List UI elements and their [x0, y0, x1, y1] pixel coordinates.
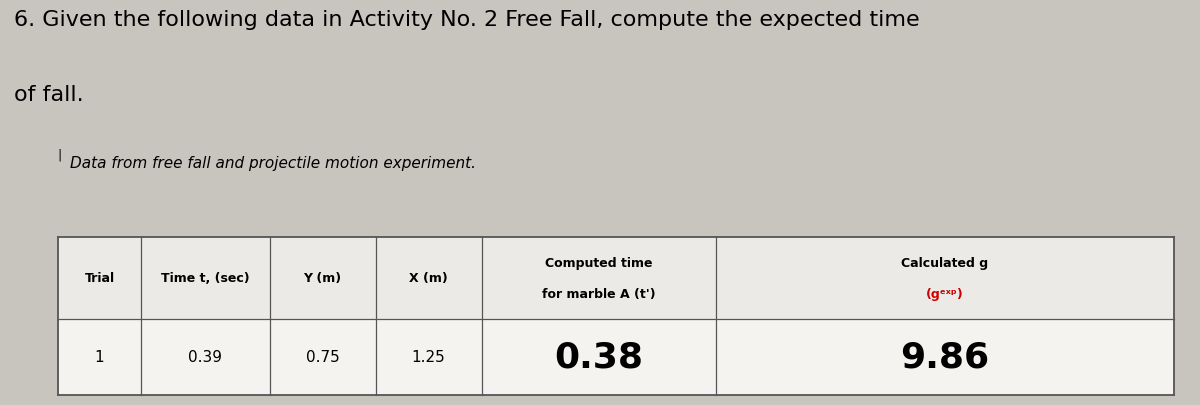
Text: 1.25: 1.25	[412, 350, 445, 364]
Text: 0.38: 0.38	[554, 340, 643, 374]
Text: (gᵉˣᵖ): (gᵉˣᵖ)	[926, 287, 964, 300]
Text: Calculated g: Calculated g	[901, 256, 989, 269]
Text: X (m): X (m)	[409, 271, 448, 284]
Text: 6. Given the following data in Activity No. 2 Free Fall, compute the expected ti: 6. Given the following data in Activity …	[14, 10, 920, 30]
Text: 9.86: 9.86	[900, 340, 989, 374]
Text: Time t, (sec): Time t, (sec)	[161, 271, 250, 284]
Text: Computed time: Computed time	[545, 256, 653, 269]
Text: for marble A (t'): for marble A (t')	[542, 287, 655, 300]
Text: 0.75: 0.75	[306, 350, 340, 364]
Text: 1: 1	[95, 350, 104, 364]
Text: Y (m): Y (m)	[304, 271, 342, 284]
Text: Trial: Trial	[84, 271, 114, 284]
Text: |: |	[58, 148, 62, 161]
Text: of fall.: of fall.	[14, 85, 84, 105]
Text: Data from free fall and projectile motion experiment.: Data from free fall and projectile motio…	[70, 156, 475, 171]
Text: 0.39: 0.39	[188, 350, 222, 364]
